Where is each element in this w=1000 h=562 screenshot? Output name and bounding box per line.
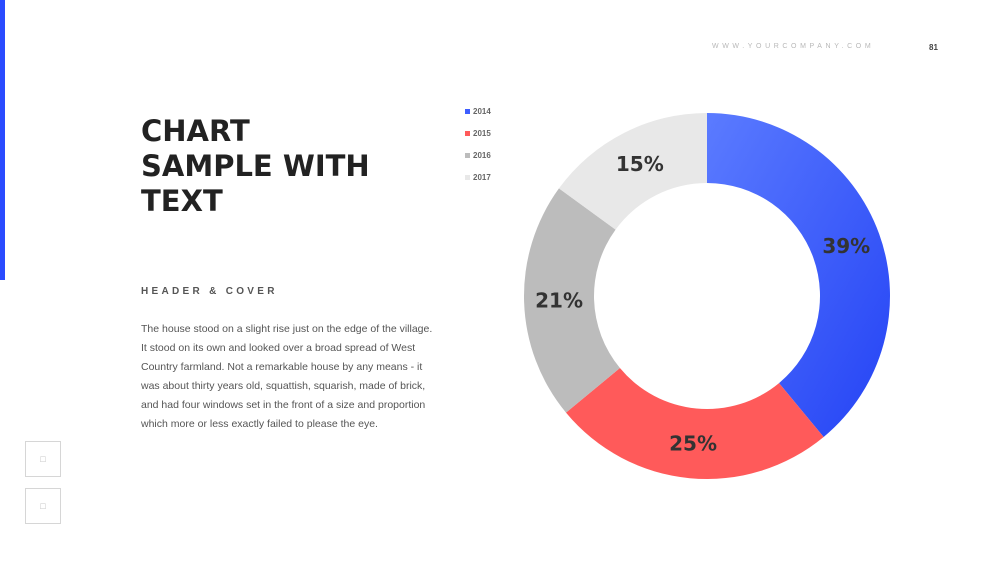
legend-swatch (465, 108, 470, 114)
donut-slice-2015 (565, 368, 824, 479)
legend-item: 2016 (465, 144, 491, 166)
company-website: WWW.YOURCOMPANY.COM (712, 43, 875, 50)
image-placeholder-icon: □ (40, 501, 46, 511)
image-placeholder-button[interactable]: □ (25, 488, 61, 524)
legend-label: 2015 (473, 128, 491, 138)
slice-label-2017: 15% (616, 152, 664, 176)
donut-slice-2014 (707, 113, 890, 438)
slice-label-2015: 25% (669, 431, 717, 455)
slice-label-2014: 39% (822, 234, 870, 258)
donut-slice-2016 (524, 188, 620, 413)
legend-swatch (465, 174, 470, 180)
chart-legend: 2014 2015 2016 2017 (465, 100, 491, 188)
title-line: CHART (141, 114, 250, 148)
slice-label-2016: 21% (535, 289, 583, 313)
body-paragraph: The house stood on a slight rise just on… (141, 323, 433, 430)
image-placeholder-icon: □ (40, 454, 46, 464)
page-number: 81 (929, 43, 938, 52)
donut-slice-2017 (558, 113, 707, 230)
section-subheader: HEADER & COVER (141, 286, 278, 297)
legend-item: 2017 (465, 166, 491, 188)
legend-label: 2014 (473, 106, 491, 116)
legend-item: 2015 (465, 122, 491, 144)
title-line: TEXT (141, 184, 223, 218)
donut-chart: 39% 25% 21% 15% (524, 113, 890, 479)
legend-label: 2017 (473, 172, 491, 182)
legend-item: 2014 (465, 100, 491, 122)
page-title: CHART SAMPLE WITH TEXT (141, 114, 441, 219)
accent-bar (0, 0, 5, 280)
legend-label: 2016 (473, 150, 491, 160)
image-placeholder-button[interactable]: □ (25, 441, 61, 477)
title-line: SAMPLE WITH (141, 149, 370, 183)
legend-swatch (465, 130, 470, 136)
legend-swatch (465, 152, 470, 158)
